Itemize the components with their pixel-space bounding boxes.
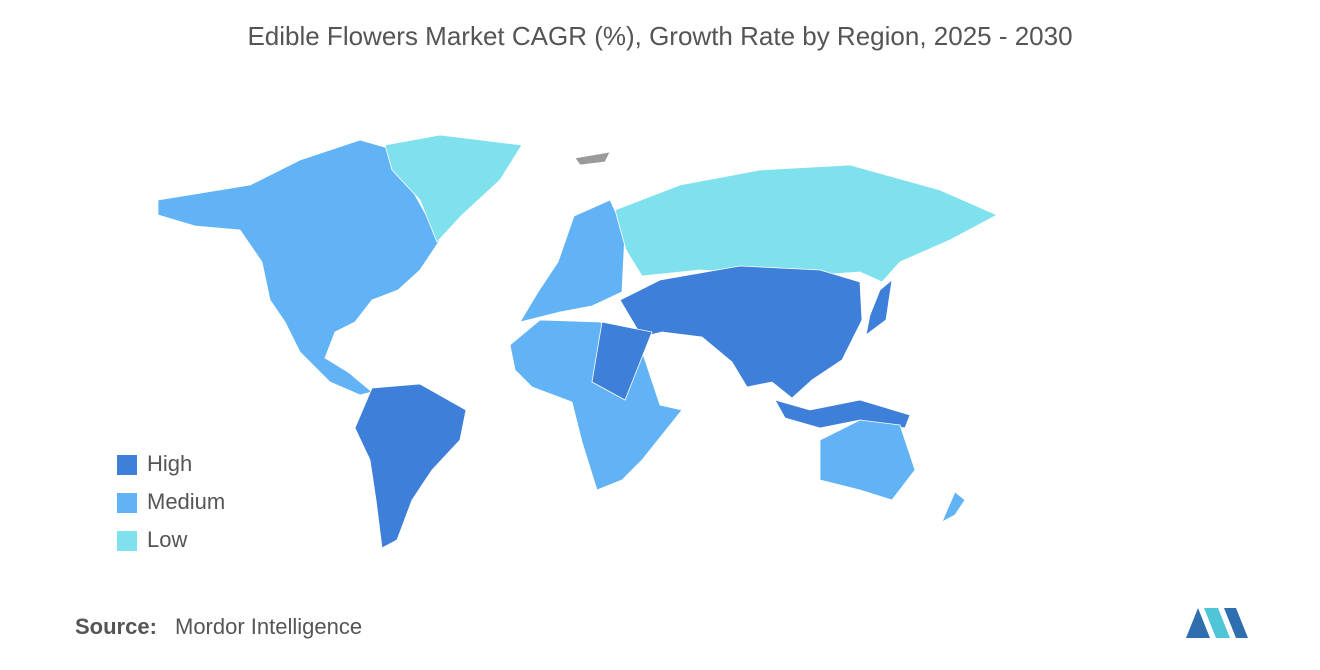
legend-label: High xyxy=(147,451,192,476)
south-america xyxy=(354,383,467,549)
europe xyxy=(519,199,626,323)
source-label: Source: xyxy=(75,614,157,639)
title: Edible Flowers Market CAGR (%), Growth R… xyxy=(247,21,1072,51)
legend-swatch xyxy=(117,531,137,551)
logo xyxy=(1186,608,1248,638)
legend-swatch xyxy=(117,493,137,513)
world-map xyxy=(157,134,998,549)
asia xyxy=(619,265,863,399)
indonesia xyxy=(774,399,911,429)
japan xyxy=(865,279,893,336)
north-america xyxy=(157,139,441,396)
africa xyxy=(509,319,683,491)
legend-label: Low xyxy=(147,527,187,552)
legend-swatch xyxy=(117,455,137,475)
russia xyxy=(614,164,998,283)
no-data xyxy=(574,151,611,166)
greenland xyxy=(384,134,523,243)
legend-label: Medium xyxy=(147,489,225,514)
arabia xyxy=(591,321,653,401)
australia xyxy=(819,419,916,501)
legend: High Medium Low xyxy=(117,451,225,552)
source-text: Mordor Intelligence xyxy=(175,614,362,639)
new-zealand xyxy=(941,491,966,523)
